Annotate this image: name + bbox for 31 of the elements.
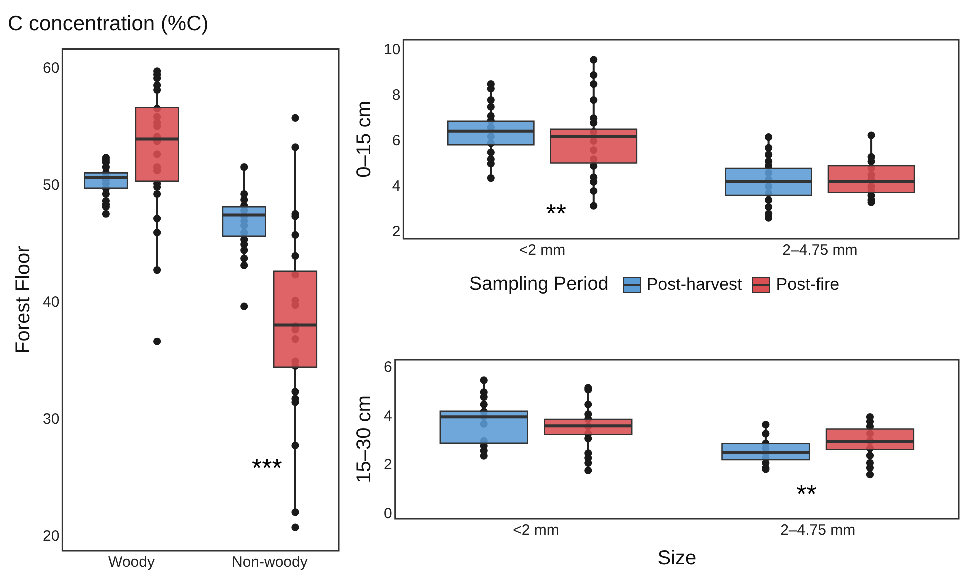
x-tick-label: Woody — [108, 554, 156, 572]
x-tick-label: Non-woody — [232, 554, 308, 572]
chart-title: C concentration (%C) — [8, 12, 209, 36]
y-tick-label: 60 — [42, 60, 60, 78]
y-tick-label: 6 — [384, 359, 392, 376]
annotation: *** — [252, 452, 282, 483]
legend-label: Post-harvest — [646, 275, 742, 295]
y-tick-label: 30 — [42, 411, 60, 428]
y-tick-label: 6 — [392, 132, 401, 150]
x-axis-title: Size — [658, 548, 697, 570]
y-tick-label: 4 — [392, 178, 401, 195]
x-tick-label: 2–4.75 mm — [780, 522, 856, 540]
y-axis-title: Forest Floor — [12, 246, 35, 354]
y-axis-title: 15–30 cm — [354, 396, 376, 484]
y-tick-label: 50 — [42, 177, 60, 194]
y-tick-label: 4 — [384, 408, 392, 425]
y-tick-label: 40 — [42, 294, 60, 312]
legend-title: Sampling Period — [469, 274, 609, 296]
y-tick-label: 2 — [384, 456, 392, 474]
y-tick-label: 20 — [42, 528, 60, 546]
y-axis-title: 0–15 cm — [354, 101, 376, 178]
annotation: ** — [546, 198, 567, 228]
x-tick-label: <2 mm — [519, 242, 566, 260]
x-tick-label: <2 mm — [513, 522, 560, 540]
annotation: ** — [796, 479, 817, 510]
y-tick-label: 0 — [384, 506, 392, 523]
x-tick-label: 2–4.75 mm — [782, 242, 858, 260]
y-tick-label: 8 — [392, 86, 401, 104]
y-tick-label: 10 — [384, 41, 401, 58]
y-tick-label: 2 — [392, 223, 401, 240]
legend-label: Post-fire — [776, 275, 840, 295]
